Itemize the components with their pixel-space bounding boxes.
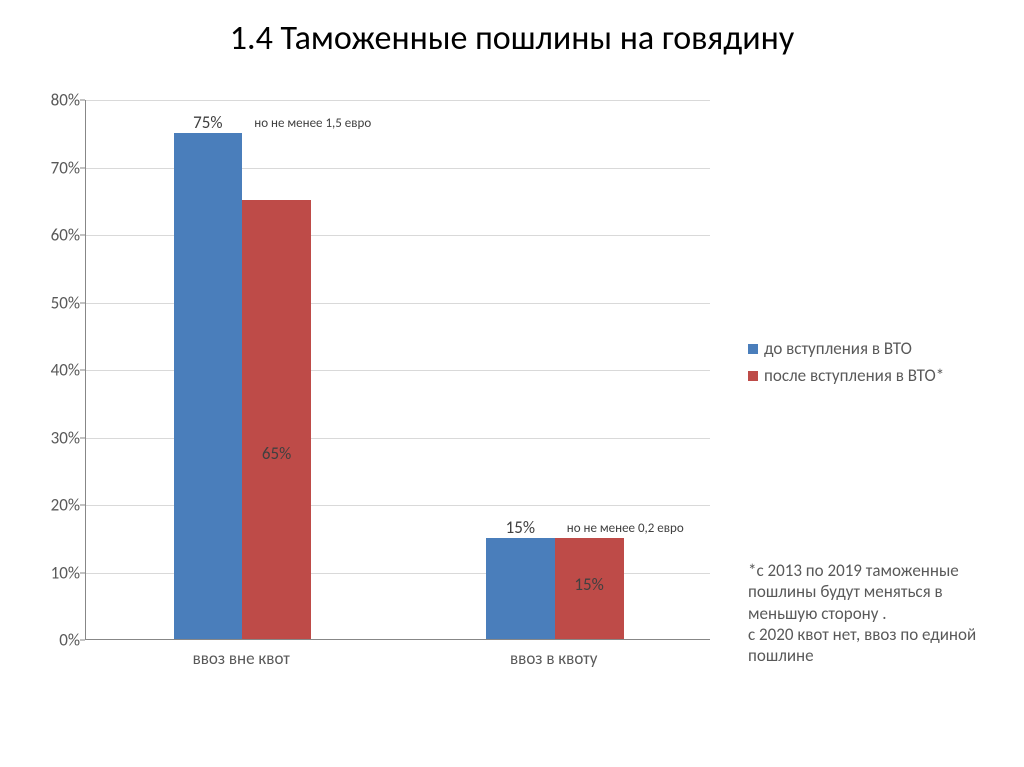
y-tick-label: 50% [30, 292, 80, 313]
y-tick-mark [80, 640, 85, 641]
x-tick-label: ввоз в квоту [474, 648, 634, 669]
y-tick-label: 10% [30, 562, 80, 583]
y-tick-label: 60% [30, 225, 80, 246]
y-tick-mark [80, 235, 85, 236]
y-tick-label: 20% [30, 495, 80, 516]
legend-swatch [748, 344, 758, 354]
y-tick-mark [80, 167, 85, 168]
bar-chart: 75% 65% 15% 15% но не менее 1,5 евро но не ме… [30, 100, 730, 680]
bar-value-label: 15% [569, 574, 609, 595]
bar-annotation: но не менее 1,5 евро [254, 116, 371, 131]
slide: 1.4 Таможенные пошлины на говядину 75% 65… [0, 0, 1024, 767]
bar [242, 200, 311, 639]
bar [486, 538, 555, 639]
bar-value-label: 65% [257, 443, 297, 464]
footnote: *с 2013 по 2019 таможенные пошлины будут… [748, 560, 1008, 666]
y-tick-mark [80, 302, 85, 303]
legend-label: до вступления в ВТО [764, 338, 912, 359]
y-tick-label: 40% [30, 360, 80, 381]
y-tick-mark [80, 437, 85, 438]
y-tick-label: 30% [30, 427, 80, 448]
legend-label: после вступления в ВТО* [764, 365, 944, 386]
y-tick-label: 0% [30, 630, 80, 651]
legend: до вступления в ВТО после вступления в В… [748, 338, 944, 392]
y-tick-label: 80% [30, 90, 80, 111]
bar-annotation: но не менее 0,2 евро [567, 521, 684, 536]
x-tick-label: ввоз вне квот [161, 648, 321, 669]
gridline [86, 100, 710, 101]
slide-title: 1.4 Таможенные пошлины на говядину [0, 18, 1024, 59]
bar [174, 133, 243, 639]
y-tick-mark [80, 572, 85, 573]
y-tick-mark [80, 370, 85, 371]
y-tick-label: 70% [30, 157, 80, 178]
y-tick-mark [80, 100, 85, 101]
legend-item: после вступления в ВТО* [748, 365, 944, 386]
y-tick-mark [80, 505, 85, 506]
bar-value-label: 75% [188, 112, 228, 133]
bar-value-label: 15% [500, 517, 540, 538]
legend-swatch [748, 371, 758, 381]
plot-area: 75% 65% 15% 15% но не менее 1,5 евро но не ме… [85, 100, 710, 640]
legend-item: до вступления в ВТО [748, 338, 944, 359]
